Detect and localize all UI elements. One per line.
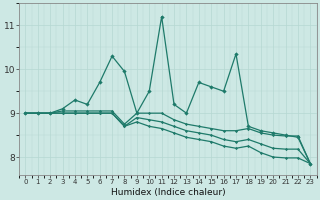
- X-axis label: Humidex (Indice chaleur): Humidex (Indice chaleur): [110, 188, 225, 197]
